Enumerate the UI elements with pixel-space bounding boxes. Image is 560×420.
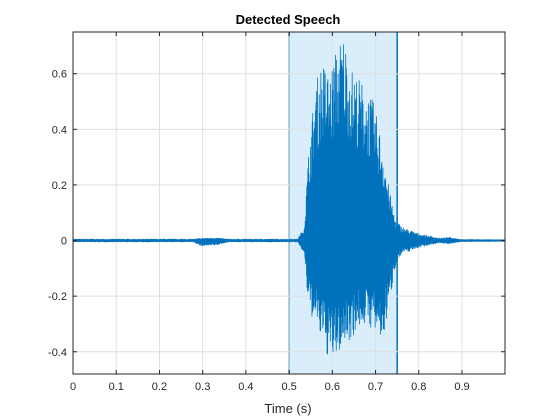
y-tick-label: 0 [61,236,67,248]
y-tick-label: -0.4 [48,347,67,359]
tick-labels: 0 0.1 0.2 0.3 0.4 0.5 0.6 0.7 0.8 0.9 -0.4 -0.2 0 0.2… [48,69,470,393]
x-tick-label: 0.1 [109,381,124,393]
axes-layer [72,31,506,375]
grid-layer [72,32,505,374]
x-tick-label: 0.6 [325,381,340,393]
x-tick-label: 0.9 [454,381,469,393]
signal-layer [72,44,506,355]
y-tick-label: 0.2 [52,180,67,192]
chart-title: Detected Speech [236,12,341,27]
y-tick-label: 0.6 [52,69,67,81]
x-tick-label: 0.7 [368,381,383,393]
y-tick-label: 0.4 [52,124,67,136]
speech-signal-line [72,44,506,355]
x-tick-label: 0 [70,381,76,393]
x-tick-label: 0.2 [152,381,167,393]
x-tick-label: 0.4 [238,381,253,393]
x-tick-label: 0.8 [411,381,426,393]
x-axis-title: Time (s) [264,401,311,416]
x-tick-label: 0.5 [281,381,296,393]
x-tick-label: 0.3 [195,381,210,393]
y-tick-label: -0.2 [48,291,67,303]
